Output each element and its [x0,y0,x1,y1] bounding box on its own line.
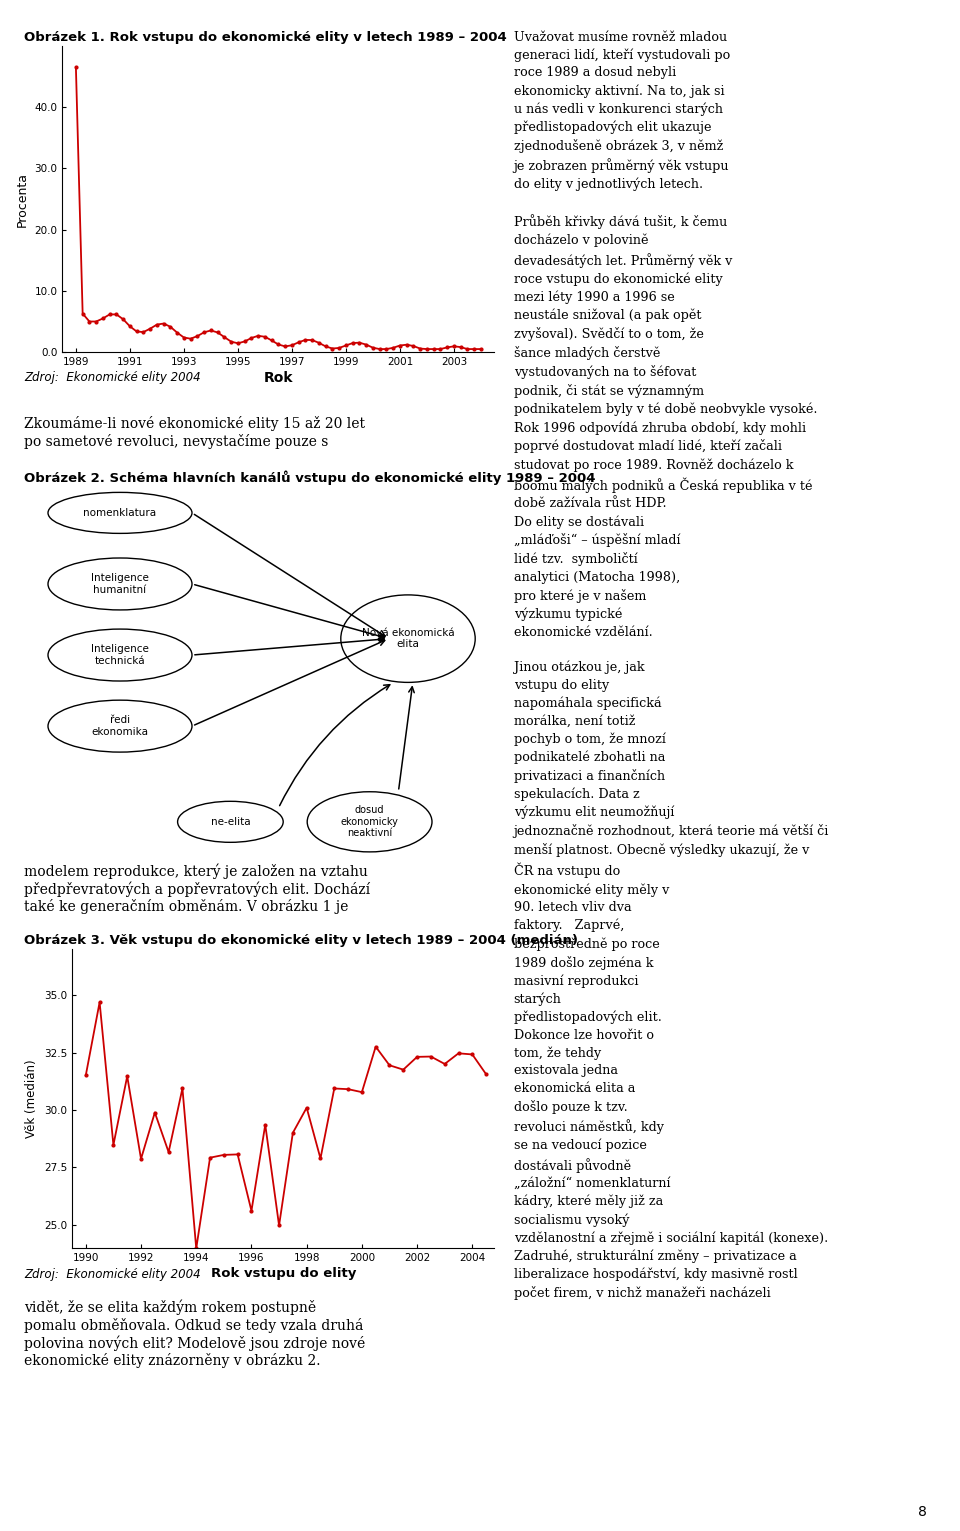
Text: vidět, že se elita každým rokem postupně
pomalu obměňovala. Odkud se tedy vzala : vidět, že se elita každým rokem postupně… [24,1300,365,1369]
Text: Obrázek 3. Věk vstupu do ekonomické elity v letech 1989 – 2004 (medián): Obrázek 3. Věk vstupu do ekonomické elit… [24,934,578,946]
Text: ředi
ekonomika: ředi ekonomika [91,715,149,736]
Text: Inteligence
technická: Inteligence technická [91,645,149,666]
Text: Nová ekonomická
elita: Nová ekonomická elita [362,628,454,649]
X-axis label: Rok vstupu do elity: Rok vstupu do elity [210,1266,356,1280]
Text: ne-elita: ne-elita [210,818,251,827]
Y-axis label: Procenta: Procenta [16,171,29,227]
Text: Inteligence
humanitní: Inteligence humanitní [91,573,149,594]
Y-axis label: Věk (medián): Věk (medián) [25,1059,38,1138]
Text: Zdroj:  Ekonomické elity 2004: Zdroj: Ekonomické elity 2004 [24,371,201,383]
X-axis label: Rok: Rok [264,371,293,386]
Text: 8: 8 [918,1505,926,1519]
Text: Obrázek 1. Rok vstupu do ekonomické elity v letech 1989 – 2004: Obrázek 1. Rok vstupu do ekonomické elit… [24,31,507,43]
Text: modelem reprodukce, který je založen na vztahu
předpřevratových a popřevratových: modelem reprodukce, který je založen na … [24,863,371,914]
Text: Zdroj:  Ekonomické elity 2004: Zdroj: Ekonomické elity 2004 [24,1268,201,1280]
Text: Zkoumáme-li nové ekonomické elity 15 až 20 let
po sametové revoluci, nevystačíme: Zkoumáme-li nové ekonomické elity 15 až … [24,416,365,449]
Text: Obrázek 2. Schéma hlavních kanálů vstupu do ekonomické elity 1989 – 2004: Obrázek 2. Schéma hlavních kanálů vstupu… [24,470,595,485]
Text: Uvažovat musíme rovněž mladou
generaci lidí, kteří vystudovali po
roce 1989 a do: Uvažovat musíme rovněž mladou generaci l… [514,31,829,1300]
Text: nomenklatura: nomenklatura [84,508,156,517]
Text: dosud
ekonomicky
neaktivní: dosud ekonomicky neaktivní [341,805,398,839]
